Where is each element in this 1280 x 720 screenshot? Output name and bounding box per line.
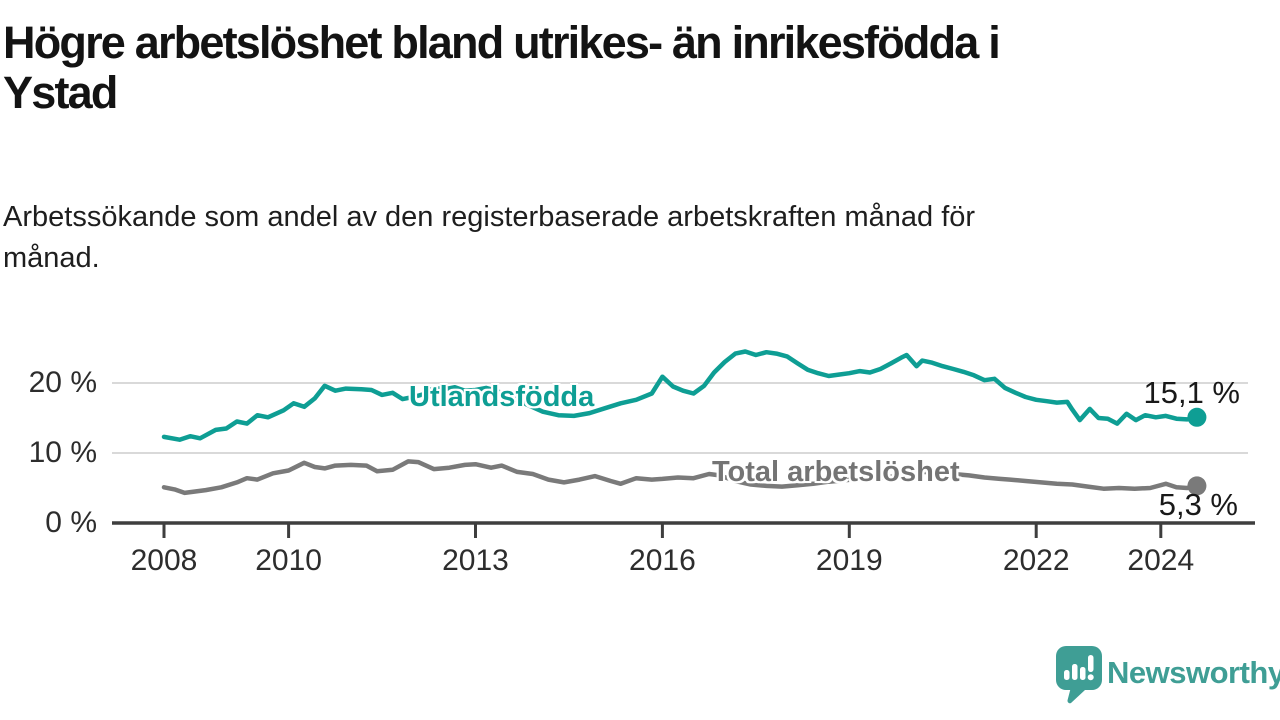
title-line-1: Högre arbetslöshet bland utrikes- än inr…: [3, 17, 1001, 68]
chart-subtitle: Arbetssökande som andel av den registerb…: [3, 197, 1188, 279]
newsworthy-logo: Newsworthy: [1056, 646, 1280, 704]
logo-bubble-shape: [1056, 646, 1102, 704]
y-tick-label: 0 %: [45, 506, 97, 539]
title-line-2: Ystad: [3, 67, 118, 118]
series-end-dot-0: [1187, 407, 1207, 427]
end-value-label-utlandsfodda: 15,1 %: [1143, 375, 1240, 410]
x-tick-label: 2013: [442, 544, 509, 577]
newsworthy-logo-text: Newsworthy: [1107, 655, 1280, 690]
y-tick-label: 20 %: [28, 366, 97, 399]
end-value-label-total: 5,3 %: [1158, 487, 1238, 522]
series-line-0: [161, 349, 1200, 442]
series-line-1: [161, 459, 1200, 496]
y-tick-label: 10 %: [28, 436, 97, 469]
x-tick-label: 2024: [1127, 544, 1195, 577]
x-tick-label: 2010: [255, 544, 322, 577]
page-title: Högre arbetslöshet bland utrikes- än inr…: [3, 18, 1238, 118]
x-tick-label: 2008: [130, 544, 198, 577]
newsworthy-logo-icon: [1056, 646, 1102, 704]
series-label-total-arbetsloshet: Total arbetslöshet: [712, 456, 960, 488]
series-end-dot-1: [1187, 476, 1207, 496]
subtitle-line-1: Arbetssökande som andel av den registerb…: [3, 201, 976, 233]
series-label-utlandsfodda: Utlandsfödda: [409, 381, 595, 413]
x-tick-label: 2016: [629, 544, 696, 577]
x-tick-label: 2019: [815, 544, 883, 577]
x-tick-label: 2022: [1002, 544, 1070, 577]
subtitle-line-2: månad.: [3, 242, 100, 274]
